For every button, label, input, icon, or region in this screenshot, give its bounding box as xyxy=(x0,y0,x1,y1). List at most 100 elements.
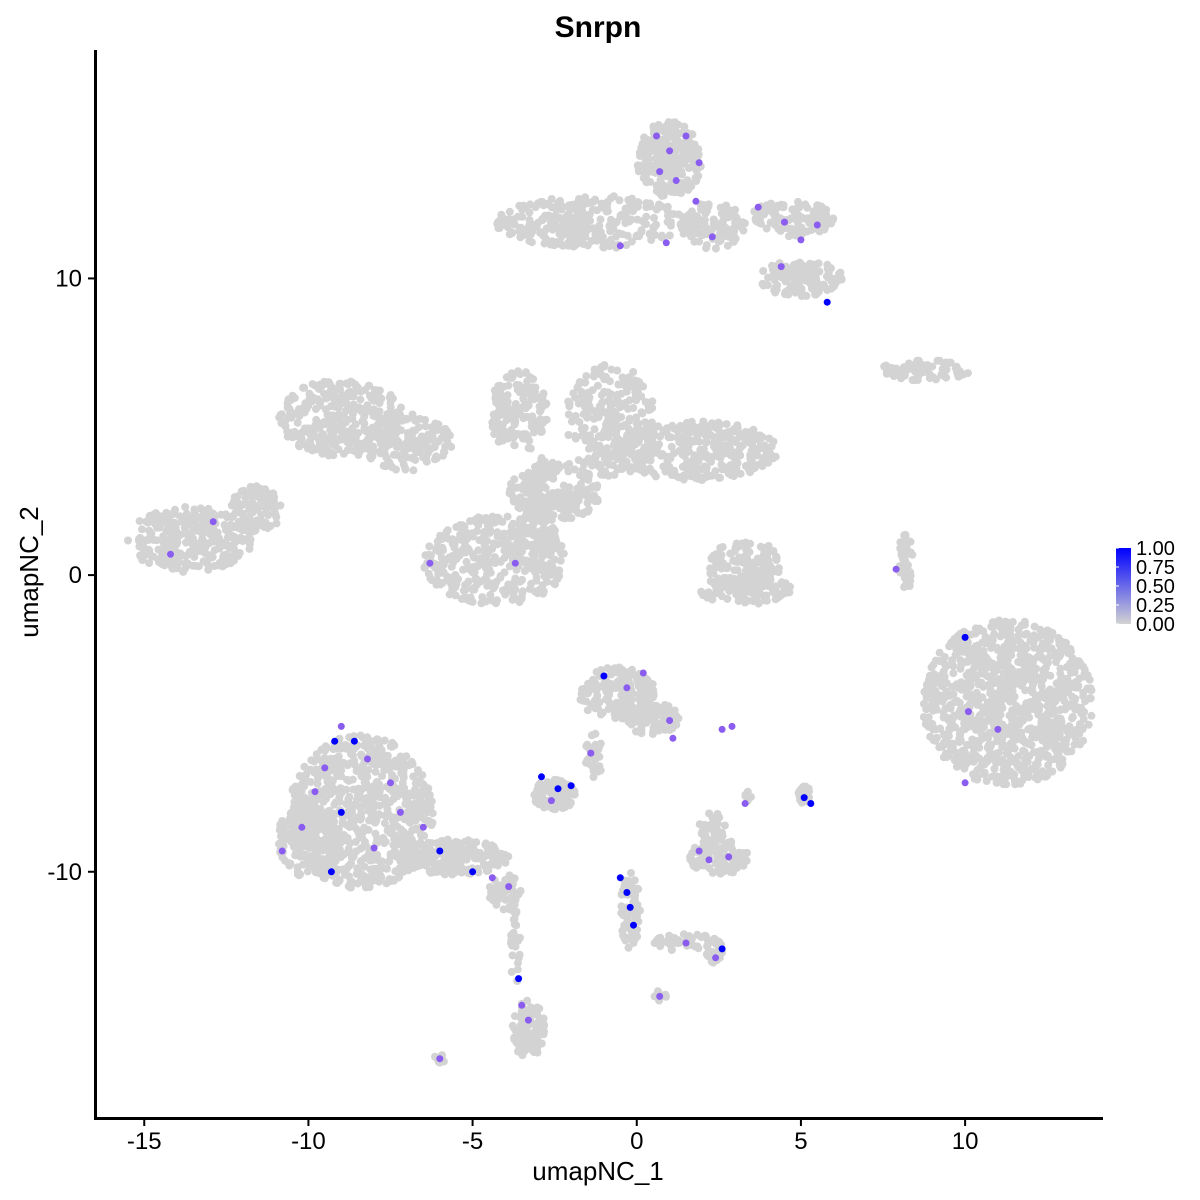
cell-point xyxy=(1037,682,1046,691)
cell-point xyxy=(425,791,434,799)
cell-point xyxy=(772,554,781,563)
cell-point xyxy=(645,464,654,473)
cell-point xyxy=(419,851,428,859)
cell-point xyxy=(588,461,597,470)
cell-point xyxy=(565,490,574,499)
cell-point xyxy=(1019,703,1028,712)
cell-point xyxy=(533,393,542,402)
cell-point xyxy=(678,422,687,431)
cell-point xyxy=(328,858,337,867)
cell-point xyxy=(293,870,302,879)
cell-point xyxy=(539,493,548,502)
cell-point xyxy=(746,454,755,463)
cell-point xyxy=(477,599,486,608)
cell-point xyxy=(136,534,145,542)
cell-point xyxy=(582,697,590,706)
cell-point xyxy=(582,372,591,381)
cell-point xyxy=(521,512,530,521)
cell-point xyxy=(529,375,538,384)
cell-point xyxy=(522,556,531,565)
cell-point xyxy=(201,543,210,552)
cell-point xyxy=(440,448,449,457)
cell-point xyxy=(1025,767,1034,776)
cell-point xyxy=(514,540,523,549)
cell-point xyxy=(378,438,387,446)
cell-point xyxy=(1018,776,1027,785)
cell-point xyxy=(398,852,407,861)
cell-point xyxy=(641,418,650,427)
cell-point xyxy=(1028,728,1037,737)
cell-point xyxy=(386,398,395,407)
cell-point xyxy=(1040,694,1049,702)
cell-point xyxy=(726,433,735,442)
cell-point xyxy=(663,424,671,433)
cell-point xyxy=(529,528,538,537)
cell-point xyxy=(613,390,622,399)
cell-point xyxy=(392,762,401,771)
cell-point xyxy=(356,765,365,774)
cell-point xyxy=(494,850,503,859)
cell-point xyxy=(687,458,696,467)
cell-point xyxy=(694,474,703,483)
cell-point xyxy=(723,594,732,603)
cell-point xyxy=(415,414,424,423)
cell-point xyxy=(629,368,638,376)
cell-point xyxy=(351,420,360,429)
cell-point xyxy=(360,438,369,447)
cell-point xyxy=(686,472,695,481)
cell-point xyxy=(136,551,145,560)
cell-point xyxy=(421,422,430,431)
cell-point xyxy=(628,665,636,674)
cell-point xyxy=(489,410,498,419)
cell-point xyxy=(376,421,384,430)
cell-point xyxy=(967,690,976,699)
cell-point xyxy=(1038,644,1047,653)
cell-point xyxy=(257,510,266,519)
cell-point xyxy=(593,495,602,504)
cell-point xyxy=(600,470,608,479)
cell-point xyxy=(742,566,750,575)
cell-point xyxy=(264,498,273,507)
cell-point xyxy=(741,598,749,607)
cell-point xyxy=(508,544,517,553)
cell-point xyxy=(651,446,660,455)
cell-point xyxy=(779,581,788,590)
cell-point xyxy=(1011,668,1020,677)
cell-point xyxy=(906,568,915,577)
cell-point xyxy=(155,558,163,567)
cell-point xyxy=(335,379,344,388)
cell-point xyxy=(998,735,1007,744)
cell-point xyxy=(490,582,499,591)
cell-point xyxy=(427,423,436,432)
cell-point xyxy=(976,663,985,672)
cell-point xyxy=(427,551,435,560)
cell-point xyxy=(326,842,335,851)
cell-point xyxy=(357,802,366,811)
cell-point xyxy=(362,841,370,850)
cell-point xyxy=(344,776,353,785)
cell-point xyxy=(343,834,352,842)
cell-point xyxy=(961,725,970,734)
cell-point xyxy=(339,449,348,458)
cell-point xyxy=(250,501,259,510)
cell-point xyxy=(987,622,996,631)
cell-point xyxy=(276,501,285,510)
cell-point xyxy=(176,550,185,559)
cell-point xyxy=(172,540,181,549)
cell-point xyxy=(672,712,681,720)
cell-point xyxy=(896,544,905,553)
cell-point xyxy=(968,735,977,744)
cell-point xyxy=(493,596,501,605)
cell-point xyxy=(539,1030,548,1039)
cell-point xyxy=(688,437,697,445)
cell-point xyxy=(627,450,635,459)
cell-point xyxy=(520,567,529,576)
cell-point xyxy=(629,404,638,412)
cell-point xyxy=(597,363,605,372)
cell-point xyxy=(417,798,426,807)
cell-point xyxy=(724,469,733,478)
cell-point xyxy=(942,679,951,688)
cell-point xyxy=(962,679,970,688)
cell-point xyxy=(507,931,516,940)
cell-point xyxy=(599,408,608,417)
